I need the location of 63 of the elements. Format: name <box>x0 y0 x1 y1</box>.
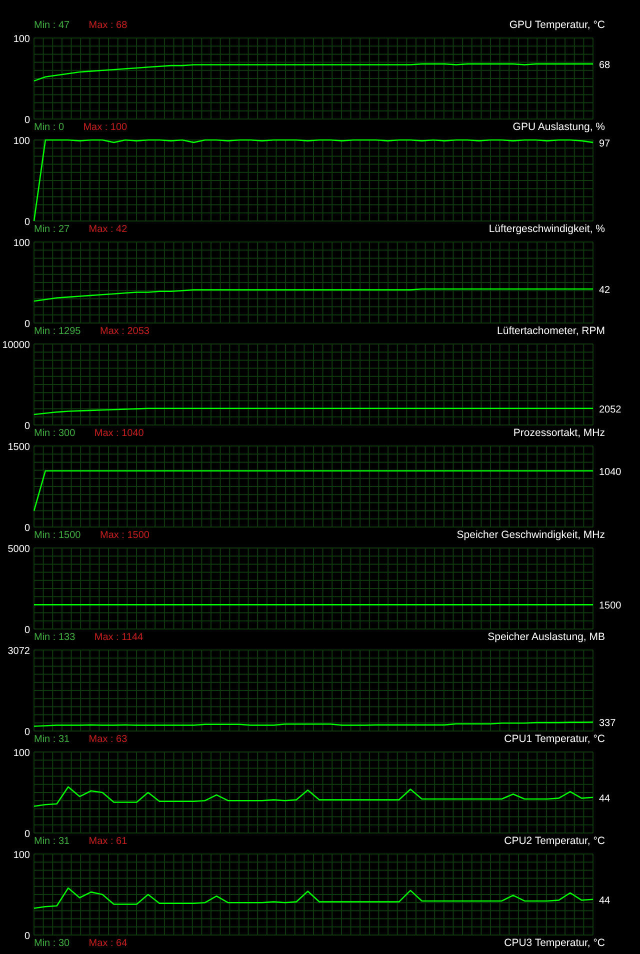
y-tick-label: 100 <box>13 748 30 759</box>
data-label: 44 <box>599 895 611 906</box>
y-tick-label: 0 <box>24 931 30 942</box>
text: CPU3 Temperatur, °C <box>504 937 606 949</box>
text: Min : 30 <box>34 938 70 949</box>
text: Min : 1500 <box>34 530 82 541</box>
y-tick-label: 10000 <box>2 340 30 351</box>
data-label: 42 <box>599 284 611 296</box>
y-tick-label: 3072 <box>8 646 30 657</box>
chart-title: Speicher Geschwindigkeit, MHz <box>456 529 605 541</box>
line-series <box>33 63 594 82</box>
text: Max : 1144 <box>94 632 144 643</box>
text: Max : 63 <box>88 734 128 745</box>
chart-title: CPU1 Temperatur, °C <box>504 733 606 745</box>
data-label: 68 <box>599 60 611 71</box>
chart-title: Lüftertachometer, RPM <box>497 325 605 337</box>
text: Min : 31 <box>34 836 70 847</box>
line-series <box>33 288 594 302</box>
y-tick-label: 0 <box>24 727 30 738</box>
chart-title: GPU Auslastung, % <box>512 121 605 133</box>
text: Min : 0 <box>34 122 64 133</box>
text: Max : 61 <box>88 836 128 847</box>
y-tick-label: 5000 <box>8 544 30 555</box>
text: Max : 42 <box>88 224 128 235</box>
data-label: 337 <box>599 718 616 730</box>
data-label: 97 <box>599 138 611 150</box>
text: Min : 300 <box>34 428 76 439</box>
text: Min : 133 <box>34 632 76 643</box>
line-series <box>33 408 594 416</box>
y-tick-label: 100 <box>13 34 30 45</box>
y-tick-label: 0 <box>24 523 30 534</box>
y-tick-label: 100 <box>13 136 30 147</box>
line-series <box>33 887 594 909</box>
y-tick-label: 0 <box>24 217 30 228</box>
chart-title: Speicher Auslastung, MB <box>488 631 605 643</box>
y-tick-label: 0 <box>24 421 30 432</box>
text: Max : 68 <box>88 20 128 31</box>
y-tick-label: 0 <box>24 319 30 330</box>
text: Min : 47 <box>34 20 70 31</box>
chart-title: CPU2 Temperatur, °C <box>504 835 606 847</box>
y-tick-label: 100 <box>13 238 30 249</box>
chart-title: GPU Temperatur, °C <box>509 19 606 31</box>
text: Max : 100 <box>83 122 128 133</box>
y-tick-label: 0 <box>24 625 30 636</box>
y-tick-label: 100 <box>13 850 30 861</box>
line-series <box>33 786 594 807</box>
y-tick-label: 1500 <box>8 442 30 453</box>
text: Max : 1500 <box>100 530 150 541</box>
line-series <box>33 139 594 222</box>
chart-title: Lüftergeschwindigkeit, % <box>488 223 605 235</box>
y-tick-label: 0 <box>24 115 30 126</box>
data-label: 1040 <box>599 466 622 478</box>
chart-title: Prozessortakt, MHz <box>513 427 605 439</box>
text: Min : 27 <box>34 224 70 235</box>
text: Max : 64 <box>88 938 128 949</box>
text: Min : 1295 <box>34 326 82 337</box>
y-tick-label: 0 <box>24 829 30 840</box>
data-label: 1500 <box>599 600 622 612</box>
data-label: 2052 <box>599 404 622 416</box>
text: Max : 1040 <box>94 428 144 439</box>
text: Min : 31 <box>34 734 70 745</box>
text: Max : 2053 <box>100 326 150 337</box>
data-label: 44 <box>599 793 611 804</box>
